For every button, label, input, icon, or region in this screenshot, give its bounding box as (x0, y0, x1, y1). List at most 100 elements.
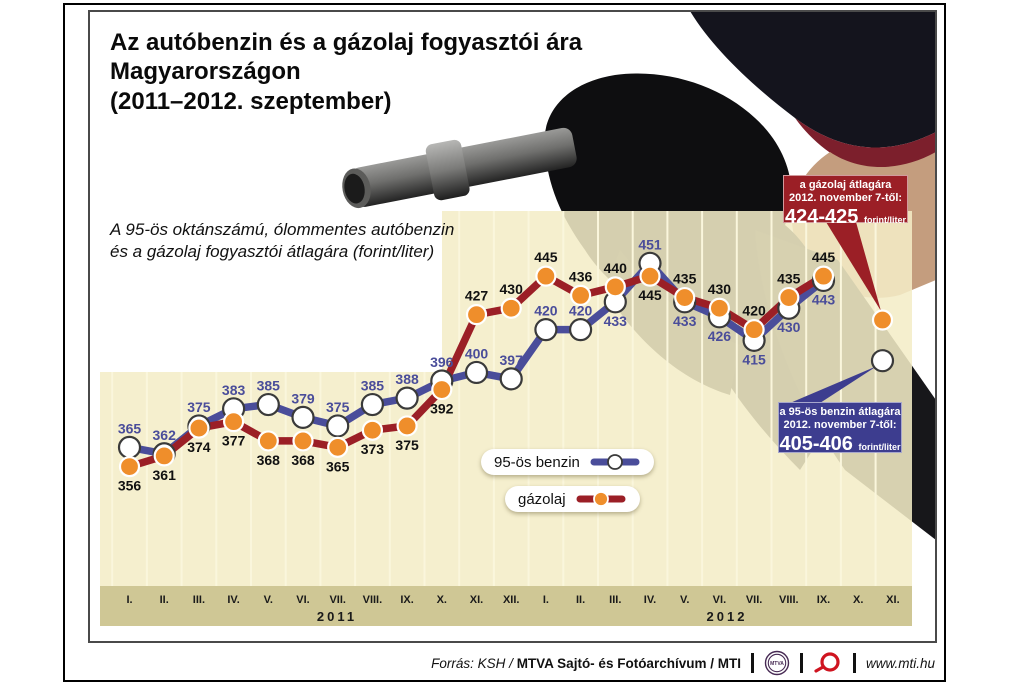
callout-benzin-line1: a 95-ös benzin átlagára (779, 406, 901, 418)
callout-benzin-announcement: a 95-ös benzin átlagára 2012. november 7… (778, 402, 902, 456)
website-link: www.mti.hu (865, 655, 935, 671)
svg-text:VII.: VII. (329, 594, 346, 606)
callout-benzin-value: 405-406 (779, 433, 853, 456)
svg-text:440: 440 (604, 260, 628, 276)
svg-text:2012: 2012 (707, 609, 748, 624)
callout-gazolaj-announcement: a gázolaj átlagára 2012. november 7-től:… (783, 175, 908, 228)
value-labels: 365 362 375 383 385 379 375 385 388 396 400 397 420 4… (118, 236, 836, 493)
callout-benzin-line2: 2012. november 7-től: (783, 419, 897, 432)
source-credit: Forrás: KSH / MTVA Sajtó- és Fotóarchívu… (431, 656, 741, 671)
svg-text:365: 365 (326, 458, 350, 474)
svg-text:388: 388 (395, 371, 419, 387)
svg-text:379: 379 (291, 390, 315, 406)
svg-text:I.: I. (126, 594, 132, 606)
svg-text:X.: X. (437, 594, 447, 606)
svg-text:II.: II. (576, 594, 585, 606)
svg-text:361: 361 (153, 467, 177, 483)
svg-text:373: 373 (361, 441, 385, 457)
svg-text:436: 436 (569, 268, 593, 284)
month-labels: I. II. III. IV. V. VI. VII. VIII. IX. X. XI. XII. 20… (126, 594, 899, 624)
svg-text:385: 385 (361, 378, 385, 394)
svg-text:VIII.: VIII. (363, 594, 383, 606)
callout-gazolaj-unit: forint/liter (863, 215, 906, 226)
svg-text:426: 426 (708, 328, 732, 344)
svg-text:420: 420 (534, 303, 558, 319)
svg-text:X.: X. (853, 594, 863, 606)
svg-text:400: 400 (465, 345, 489, 361)
svg-text:VII.: VII. (746, 594, 763, 606)
svg-text:V.: V. (680, 594, 689, 606)
benzin-line-sample-icon (590, 454, 640, 470)
separator (799, 653, 803, 673)
svg-text:XII.: XII. (503, 594, 520, 606)
svg-text:IX.: IX. (400, 594, 413, 606)
mtva-logo: MTVA (764, 650, 790, 676)
gridlines (111, 211, 877, 586)
footer: Forrás: KSH / MTVA Sajtó- és Fotóarchívu… (431, 649, 935, 677)
svg-text:383: 383 (222, 382, 246, 398)
svg-text:IV.: IV. (644, 594, 656, 606)
chart-title: Az autóbenzin és a gázolaj fogyasztói ár… (110, 29, 583, 115)
svg-text:443: 443 (812, 291, 836, 307)
separator (852, 653, 856, 673)
source-prefix: Forrás: KSH / (431, 655, 513, 671)
svg-text:II.: II. (160, 594, 169, 606)
callout-wedges (790, 222, 881, 403)
callout-benzin-unit: forint/liter (858, 442, 901, 453)
svg-text:435: 435 (673, 271, 697, 287)
svg-text:430: 430 (500, 281, 524, 297)
svg-text:I.: I. (543, 594, 549, 606)
series-markers (117, 251, 836, 478)
svg-text:375: 375 (187, 399, 211, 415)
svg-text:III.: III. (609, 594, 621, 606)
separator (750, 653, 754, 673)
svg-text:445: 445 (534, 249, 558, 265)
svg-text:435: 435 (777, 271, 801, 287)
svg-text:392: 392 (430, 401, 454, 417)
svg-text:374: 374 (187, 439, 211, 455)
svg-text:377: 377 (222, 433, 246, 449)
svg-text:V.: V. (264, 594, 273, 606)
callout-gazolaj-value: 424-425 (785, 206, 859, 229)
svg-text:365: 365 (118, 420, 142, 436)
svg-text:433: 433 (604, 313, 628, 329)
svg-text:430: 430 (708, 281, 732, 297)
svg-text:445: 445 (812, 249, 836, 265)
svg-text:375: 375 (326, 399, 350, 415)
mti-logo (814, 652, 840, 673)
svg-text:368: 368 (291, 452, 315, 468)
callout-gazolaj-line2: 2012. november 7-től: (788, 192, 903, 205)
svg-text:415: 415 (742, 351, 766, 367)
svg-text:VIII.: VIII. (779, 594, 799, 606)
legend-benzin-label: 95-ös benzin (494, 453, 580, 471)
svg-text:356: 356 (118, 478, 142, 494)
svg-text:451: 451 (638, 236, 662, 252)
chart-subtitle: A 95-ös oktánszámú, ólommentes autóbenzi… (110, 220, 455, 262)
svg-text:433: 433 (673, 313, 697, 329)
svg-text:375: 375 (395, 437, 419, 453)
svg-text:430: 430 (777, 319, 801, 335)
svg-text:MTVA: MTVA (770, 661, 784, 667)
svg-text:420: 420 (742, 303, 766, 319)
svg-text:368: 368 (257, 452, 281, 468)
callout-gazolaj-line1: a gázolaj átlagára (799, 179, 892, 191)
svg-text:420: 420 (569, 303, 593, 319)
legend-item-gazolaj: gázolaj (505, 486, 640, 512)
svg-text:385: 385 (257, 378, 281, 394)
svg-text:362: 362 (153, 427, 177, 443)
svg-text:IX.: IX. (817, 594, 830, 606)
svg-text:III.: III. (193, 594, 205, 606)
legend-item-benzin: 95-ös benzin (481, 449, 654, 475)
gazolaj-line-sample-icon (576, 491, 626, 507)
svg-text:445: 445 (638, 287, 662, 303)
legend-gazolaj-label: gázolaj (518, 490, 566, 508)
svg-text:IV.: IV. (227, 594, 239, 606)
svg-text:397: 397 (500, 352, 524, 368)
svg-text:XI.: XI. (470, 594, 483, 606)
svg-text:VI.: VI. (296, 594, 309, 606)
source-bold: MTVA Sajtó- és Fotóarchívum / MTI (516, 655, 741, 671)
svg-text:396: 396 (430, 354, 454, 370)
x-axis-band (100, 586, 912, 626)
svg-text:2011: 2011 (317, 609, 357, 624)
